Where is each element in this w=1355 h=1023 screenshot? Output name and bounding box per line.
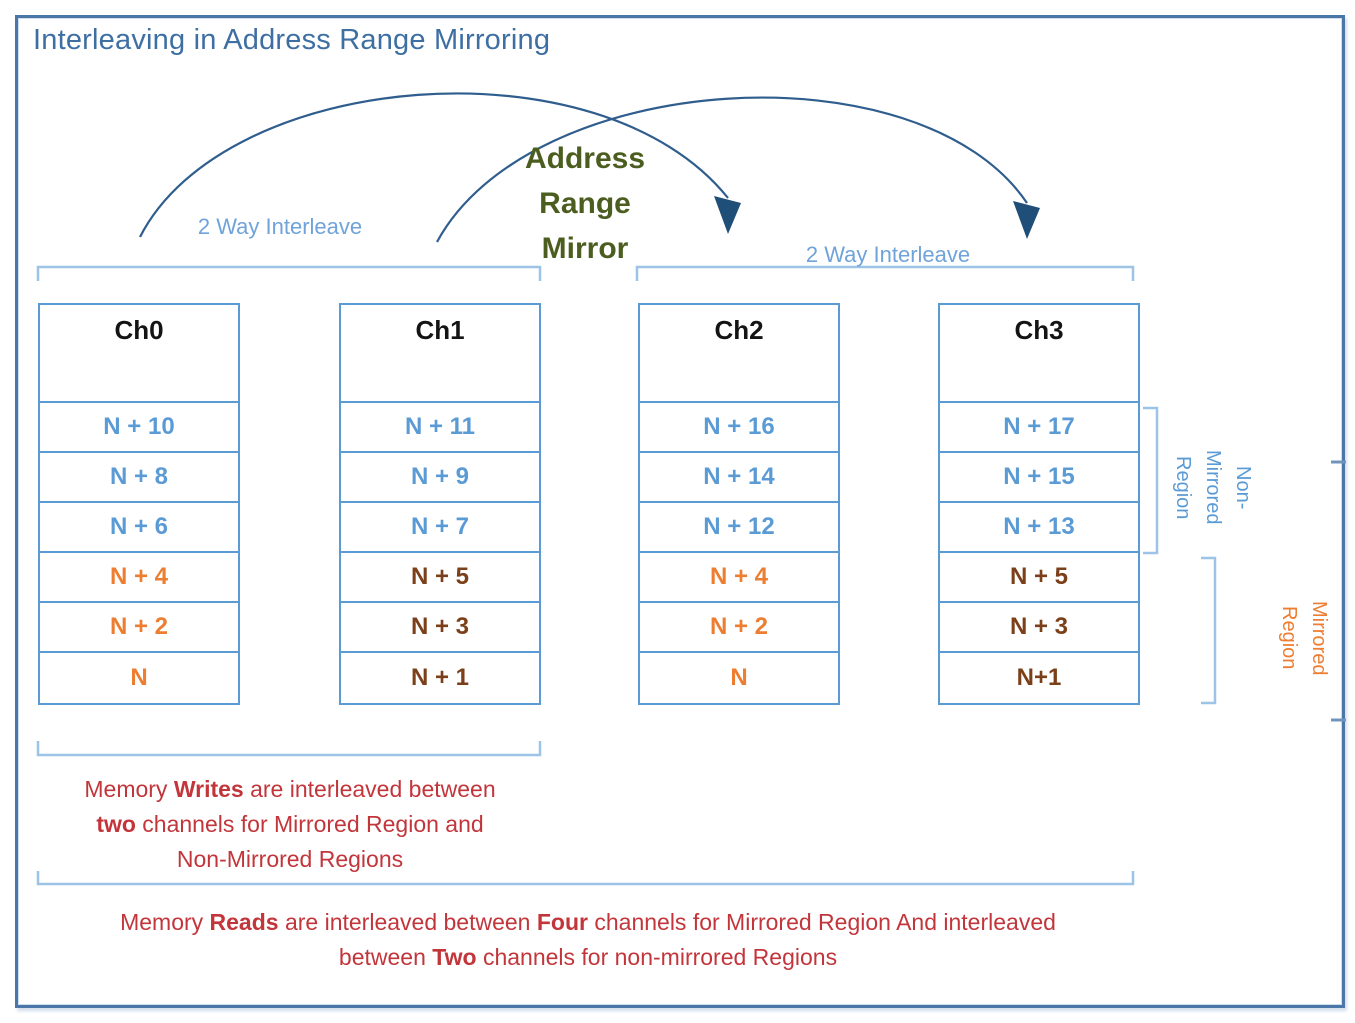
- memory-cell: N + 12: [640, 503, 838, 553]
- memory-cell: N + 4: [40, 553, 238, 603]
- writes-note-line: Memory Writes are interleaved between: [40, 772, 540, 807]
- memory-cell: N + 4: [640, 553, 838, 603]
- memory-cell: N + 6: [40, 503, 238, 553]
- writes-note-line: Non-Mirrored Regions: [40, 842, 540, 877]
- note-bold-text: Reads: [209, 909, 279, 935]
- reads-note-line: Memory Reads are interleaved between Fou…: [38, 905, 1138, 940]
- memory-cell: N: [130, 664, 148, 691]
- note-bold-text: Writes: [173, 776, 244, 802]
- diagram-title: Interleaving in Address Range Mirroring: [33, 24, 551, 56]
- note-text: channels for Mirrored Region And interle…: [587, 909, 1056, 935]
- channel-column-ch3: Ch3 N + 17 N + 15 N + 13 N + 5 N + 3 N+1: [938, 303, 1140, 705]
- note-bold-text: Four: [536, 909, 588, 935]
- writes-note-line: two channels for Mirrored Region and: [40, 807, 540, 842]
- memory-cell: N + 13: [940, 503, 1138, 553]
- interleave-label-right: 2 Way Interleave: [805, 242, 971, 267]
- reads-note-line: between Two channels for non-mirrored Re…: [38, 940, 1138, 975]
- memory-cell: N + 9: [341, 453, 539, 503]
- note-text: between: [338, 944, 433, 970]
- memory-cell: N + 15: [940, 453, 1138, 503]
- memory-cell: N + 3: [940, 603, 1138, 653]
- memory-cell: N + 3: [341, 603, 539, 653]
- writes-note: Memory Writes are interleaved between tw…: [40, 772, 540, 877]
- memory-cell: N + 5: [341, 553, 539, 603]
- memory-cell: N + 11: [341, 403, 539, 453]
- channel-header: Ch0: [40, 305, 238, 403]
- channel-column-ch2: Ch2 N + 16 N + 14 N + 12 N + 4 N + 2 N: [638, 303, 840, 705]
- memory-cell: N + 8: [40, 453, 238, 503]
- note-text: are interleaved between: [278, 909, 537, 935]
- memory-cell: N + 5: [940, 553, 1138, 603]
- mirrored-region-label: Mirrored Region: [1278, 600, 1330, 676]
- address-range-mirror-label: Address Range Mirror: [524, 142, 646, 265]
- note-bold-text: two: [96, 811, 136, 837]
- channel-column-ch1: Ch1 N + 11 N + 9 N + 7 N + 5 N + 3 N + 1: [339, 303, 541, 705]
- memory-cell: N: [730, 664, 748, 691]
- note-text: Non-Mirrored Regions: [176, 846, 404, 872]
- interleave-label-left: 2 Way Interleave: [197, 214, 363, 239]
- memory-cell: N + 10: [40, 403, 238, 453]
- note-text: Memory: [120, 909, 210, 935]
- note-text: channels for Mirrored Region and: [135, 811, 484, 837]
- note-bold-text: Two: [432, 944, 477, 970]
- memory-cell: N+1: [1016, 664, 1062, 691]
- reads-note: Memory Reads are interleaved between Fou…: [38, 905, 1138, 975]
- channel-header: Ch1: [341, 305, 539, 403]
- memory-cell: N + 1: [410, 664, 470, 691]
- memory-cell: N + 17: [940, 403, 1138, 453]
- memory-cell: N + 16: [640, 403, 838, 453]
- note-text: channels for non-mirrored Regions: [476, 944, 838, 970]
- channel-header: Ch3: [940, 305, 1138, 403]
- memory-cell: N + 2: [40, 603, 238, 653]
- memory-cell: N + 2: [640, 603, 838, 653]
- memory-cell: N + 7: [341, 503, 539, 553]
- non-mirrored-region-label: Non- Mirrored Region: [1172, 450, 1254, 525]
- channel-column-ch0: Ch0 N + 10 N + 8 N + 6 N + 4 N + 2 N: [38, 303, 240, 705]
- memory-cell: N + 14: [640, 453, 838, 503]
- note-text: are interleaved between: [243, 776, 496, 802]
- channel-header: Ch2: [640, 305, 838, 403]
- note-text: Memory: [84, 776, 174, 802]
